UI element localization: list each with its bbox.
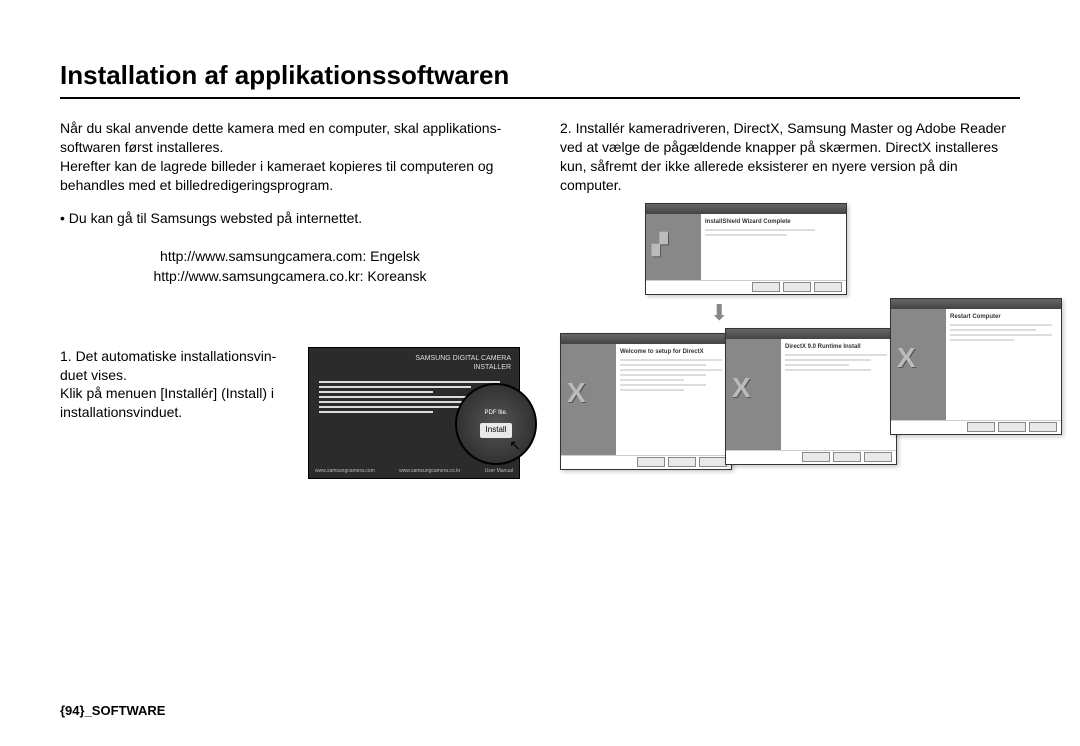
dialog-button[interactable] (699, 457, 727, 467)
dialog-button[interactable] (752, 282, 780, 292)
dialog-directx-install: X DirectX 9.0 Runtime Install (725, 328, 897, 465)
dialog-button-row (646, 280, 846, 293)
installer-footer-right: User Manual (485, 468, 513, 475)
dialog-main: Welcome to setup for DirectX (616, 344, 731, 455)
installer-header: SAMSUNG DIGITAL CAMERA INSTALLER (309, 348, 519, 379)
step-1-text: 1. Det automatiske installationsvin-duet… (60, 347, 298, 479)
dialog-area: ▞ InstallShield Wizard Complete ⬇ (560, 203, 1020, 503)
dialog-titlebar (726, 329, 896, 339)
arrow-down-icon: ⬇ (710, 298, 728, 328)
dialog-button[interactable] (833, 452, 861, 462)
step-1: 1. Det automatiske installationsvin-duet… (60, 347, 520, 479)
dialog-button[interactable] (802, 452, 830, 462)
url-korean: http://www.samsungcamera.co.kr: Koreansk (60, 267, 520, 287)
intro-paragraph: Når du skal anvende dette kamera med en … (60, 119, 520, 195)
cursor-icon: ↖ (509, 436, 521, 455)
bullet-website: • Du kan gå til Samsungs websted på inte… (60, 209, 520, 228)
dialog-titlebar (891, 299, 1061, 309)
dialog-button-row (726, 450, 896, 463)
dialog-main: InstallShield Wizard Complete (701, 214, 846, 280)
page: Installation af applikationssoftwaren Nå… (0, 0, 1080, 746)
dialog-button[interactable] (864, 452, 892, 462)
dialog-button[interactable] (967, 422, 995, 432)
installer-footer-left: www.samsungcamera.com (315, 468, 375, 475)
dialog-button[interactable] (637, 457, 665, 467)
dialog-heading: Restart Computer (950, 313, 1057, 321)
columns: Når du skal anvende dette kamera med en … (60, 119, 1020, 503)
installer-footer: www.samsungcamera.com www.samsungcamera.… (315, 468, 513, 475)
dialog-button[interactable] (1029, 422, 1057, 432)
dialog-button[interactable] (814, 282, 842, 292)
dialog-titlebar (646, 204, 846, 214)
dialog-button-row (561, 455, 731, 468)
dialog-side-graphic: X (726, 339, 781, 450)
step-2-text: 2. Installér kameradriveren, DirectX, Sa… (560, 119, 1020, 195)
pdf-file-label: PDF file. (484, 409, 507, 417)
dialog-main: Restart Computer (946, 309, 1061, 420)
dialog-side-graphic: ▞ (646, 214, 701, 280)
dialog-titlebar (561, 334, 731, 344)
page-footer: {94}_SOFTWARE (60, 703, 165, 718)
left-column: Når du skal anvende dette kamera med en … (60, 119, 520, 503)
dialog-directx-restart: X Restart Computer (890, 298, 1062, 435)
url-english: http://www.samsungcamera.com: Engelsk (60, 247, 520, 267)
dialog-side-graphic: X (561, 344, 616, 455)
dialog-main: DirectX 9.0 Runtime Install (781, 339, 896, 450)
install-button[interactable]: Install (480, 423, 513, 438)
dialog-side-graphic: X (891, 309, 946, 420)
right-column: 2. Installér kameradriveren, DirectX, Sa… (560, 119, 1020, 503)
dialog-button[interactable] (783, 282, 811, 292)
dialog-button[interactable] (668, 457, 696, 467)
dialog-heading: Welcome to setup for DirectX (620, 348, 727, 356)
dialog-installshield: ▞ InstallShield Wizard Complete (645, 203, 847, 295)
installer-footer-mid: www.samsungcamera.co.kr (399, 468, 460, 475)
dialog-directx-welcome: X Welcome to setup for DirectX (560, 333, 732, 470)
dialog-button-row (891, 420, 1061, 433)
installer-screenshot: SAMSUNG DIGITAL CAMERA INSTALLER www.sam… (308, 347, 520, 479)
url-block: http://www.samsungcamera.com: Engelsk ht… (60, 247, 520, 286)
dialog-button[interactable] (998, 422, 1026, 432)
page-title: Installation af applikationssoftwaren (60, 60, 1020, 99)
dialog-heading: InstallShield Wizard Complete (705, 218, 842, 226)
install-zoom-circle: PDF file. Install (455, 383, 537, 465)
dialog-heading: DirectX 9.0 Runtime Install (785, 343, 892, 351)
